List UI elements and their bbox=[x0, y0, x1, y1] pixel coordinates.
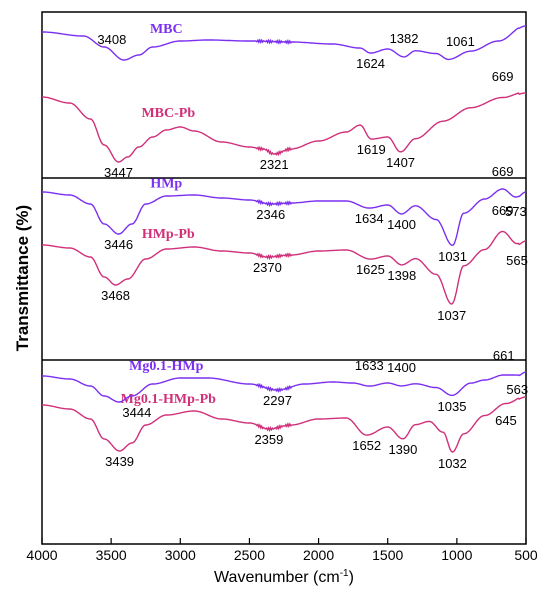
peak-label: 1400 bbox=[387, 360, 416, 375]
peak-label: 3439 bbox=[105, 454, 134, 469]
peak-label: 1407 bbox=[386, 155, 415, 170]
series-name-label: HMp bbox=[150, 177, 182, 192]
series-name-label: Mg0.1-HMp bbox=[129, 359, 203, 374]
peak-label: 2370 bbox=[253, 260, 282, 275]
peak-label: 3408 bbox=[97, 32, 126, 47]
peak-label: 1382 bbox=[390, 31, 419, 46]
peak-label: 645 bbox=[495, 413, 517, 428]
peak-label: 669 bbox=[492, 164, 514, 179]
x-tick-label: 3500 bbox=[96, 547, 127, 563]
peak-label: 3444 bbox=[122, 405, 151, 420]
peak-label: 2297 bbox=[263, 393, 292, 408]
series-name-label: MBC-Pb bbox=[141, 106, 195, 121]
x-axis-title-sup: -1 bbox=[340, 568, 349, 579]
peak-label: 3447 bbox=[104, 165, 133, 180]
series-name-label: Mg0.1-HMp-Pb bbox=[121, 392, 216, 407]
series-line bbox=[42, 396, 526, 453]
peak-label: 1037 bbox=[437, 308, 466, 323]
peak-label: 1390 bbox=[388, 442, 417, 457]
x-axis-title: Wavenumber (cm-1) bbox=[214, 568, 354, 586]
x-axis-title-close: ) bbox=[349, 569, 354, 586]
peak-label: 669 bbox=[492, 203, 514, 218]
peak-label: 1398 bbox=[387, 268, 416, 283]
peak-label: 3446 bbox=[104, 237, 133, 252]
x-tick-label: 2000 bbox=[303, 547, 334, 563]
series-line bbox=[42, 371, 527, 403]
peak-label: 1633 bbox=[355, 358, 384, 373]
peak-label: 3468 bbox=[101, 288, 130, 303]
peak-label: 1619 bbox=[357, 142, 386, 157]
x-tick-label: 1500 bbox=[372, 547, 403, 563]
plot-frame bbox=[41, 11, 527, 545]
peak-label: 1035 bbox=[438, 399, 467, 414]
x-tick-label: 1000 bbox=[441, 547, 472, 563]
y-axis-title: Transmittance (%) bbox=[13, 205, 32, 351]
peak-label: 661 bbox=[493, 348, 515, 363]
peak-label: 1624 bbox=[356, 56, 385, 71]
peak-label: 1634 bbox=[355, 211, 384, 226]
series-name-label: MBC bbox=[150, 22, 183, 37]
peak-label: 573 bbox=[505, 204, 527, 219]
x-tick-label: 3000 bbox=[165, 547, 196, 563]
peak-label: 669 bbox=[492, 69, 514, 84]
x-tick-label: 2500 bbox=[234, 547, 265, 563]
x-tick-label: 500 bbox=[514, 547, 538, 563]
peak-label: 1652 bbox=[352, 438, 381, 453]
peak-label: 1061 bbox=[446, 34, 475, 49]
peak-label: 563 bbox=[506, 382, 528, 397]
peak-label: 1032 bbox=[438, 456, 467, 471]
peak-label: 1400 bbox=[387, 217, 416, 232]
peak-label: 2346 bbox=[256, 207, 285, 222]
x-axis-title-main: Wavenumber (cm bbox=[214, 569, 340, 586]
peak-label: 1625 bbox=[356, 262, 385, 277]
peak-label: 1031 bbox=[438, 249, 467, 264]
series-line bbox=[42, 188, 527, 247]
peak-label: 2359 bbox=[254, 432, 283, 447]
peak-label: 2321 bbox=[260, 157, 289, 172]
series-line bbox=[42, 25, 526, 61]
series-line bbox=[42, 230, 527, 305]
series-name-label: HMp-Pb bbox=[142, 227, 195, 242]
peak-label: 565 bbox=[506, 253, 528, 268]
series-line bbox=[42, 92, 526, 163]
x-axis: 4000 3500 3000 2500 2000 1500 1000 500 bbox=[26, 538, 538, 563]
x-tick-label: 4000 bbox=[26, 547, 57, 563]
